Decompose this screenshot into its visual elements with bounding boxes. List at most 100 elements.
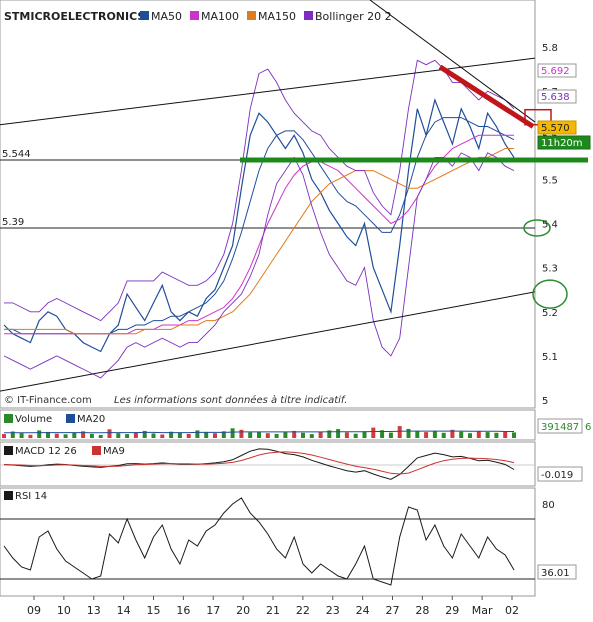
- rsi-value-tag: 36.01: [541, 568, 570, 579]
- volume-bar-25: [221, 431, 226, 438]
- rsi-legend-swatch: [4, 491, 13, 500]
- vol-legend-label-1: MA20: [77, 414, 105, 425]
- volume-bar-5: [46, 431, 50, 438]
- legend-label-2: MA150: [258, 10, 296, 23]
- rsi-y-tick-0: 80: [542, 500, 555, 511]
- x-axis: 09 10 13 14 15 16 17 20 21 22 23 24 27 28 29 Mar 02: [27, 596, 519, 617]
- volume-bar-56: [494, 432, 499, 438]
- price-legend: MA50 MA100 MA150 Bollinger 20 2: [140, 10, 392, 23]
- volume-bar-9: [81, 431, 86, 438]
- macd-legend-swatch-1: [92, 446, 101, 455]
- x-tick-0: 09: [27, 604, 41, 617]
- macd-panel-frame: [0, 441, 536, 487]
- volume-bar-31: [274, 433, 279, 438]
- x-tick-7: 20: [236, 604, 250, 617]
- volume-bar-21: [186, 433, 191, 438]
- y-tick-3: 5.5: [542, 175, 558, 186]
- volume-bar-30: [265, 433, 270, 438]
- macd-legend-label-0: MACD 12 26: [15, 446, 77, 457]
- volume-bar-55: [485, 432, 490, 438]
- macd-line-0: [3, 448, 515, 480]
- x-tick-15: Mar: [472, 604, 493, 617]
- level-label-0: 5.544: [2, 149, 31, 160]
- level-label-1: 5.39: [2, 217, 24, 228]
- volume-bar-44: [388, 432, 393, 438]
- volume-bar-40: [353, 433, 358, 438]
- volume-bar-50: [441, 432, 446, 438]
- macd-panel: MACD 12 26 MA9 -0.019: [0, 441, 583, 487]
- volume-bar-37: [327, 430, 332, 438]
- value-tag-bg-3: [537, 135, 591, 150]
- volume-bar-52: [459, 431, 464, 438]
- rsi-legend: RSI 14: [4, 491, 47, 502]
- x-tick-11: 24: [356, 604, 370, 617]
- volume-bar-46: [406, 428, 411, 438]
- x-tick-8: 21: [266, 604, 280, 617]
- value-tag-bg-2: [537, 120, 577, 135]
- legend-swatch-0: [140, 11, 149, 20]
- macd-series: [0, 448, 535, 480]
- volume-bar-6: [54, 433, 59, 438]
- volume-bars: [2, 426, 516, 439]
- footer-copyright: © IT-Finance.com: [4, 395, 92, 406]
- x-tick-1: 10: [57, 604, 71, 617]
- volume-bar-18: [160, 434, 165, 438]
- volume-value-tag-overflow: 6: [585, 422, 591, 433]
- y-tick-7: 5.1: [542, 352, 558, 363]
- volume-bar-57: [503, 431, 508, 438]
- legend-label-0: MA50: [151, 10, 182, 23]
- volume-bar-41: [362, 431, 367, 438]
- value-tag-2: 5.570: [541, 123, 570, 134]
- circle-5-39: [523, 219, 551, 237]
- rsi-panel-frame: [0, 487, 536, 597]
- volume-bar-24: [213, 433, 217, 438]
- volume-bar-28: [248, 432, 253, 438]
- rsi-series: [0, 497, 535, 586]
- price-annotations: [0, 0, 588, 392]
- volume-bar-36: [318, 431, 323, 438]
- x-tick-5: 16: [176, 604, 190, 617]
- volume-bar-2: [19, 433, 24, 438]
- x-tick-2: 13: [87, 604, 101, 617]
- volume-bar-1: [10, 431, 15, 438]
- volume-bar-26: [230, 428, 235, 439]
- volume-bar-47: [415, 431, 420, 438]
- price-panel: STMICROELECTRONICS MA50 MA100 MA150 Bolling…: [0, 0, 591, 409]
- y-tick-4: 5.4: [542, 220, 558, 231]
- macd-value-tag-bg: [537, 466, 583, 482]
- x-tick-10: 23: [326, 604, 340, 617]
- vol-legend-swatch-1: [66, 414, 75, 423]
- legend-label-3: Bollinger 20 2: [315, 10, 392, 23]
- price-value-tags: 5.692 5.638 5.570 11h20m: [537, 63, 591, 150]
- legend-swatch-3: [304, 11, 313, 20]
- volume-bar-27: [239, 429, 244, 438]
- volume-bar-29: [257, 431, 261, 438]
- rsi-value-tag-bg: [537, 564, 577, 580]
- price-panel-frame: [0, 0, 536, 409]
- x-tick-6: 17: [206, 604, 220, 617]
- chart-title: STMICROELECTRONICS: [4, 10, 145, 23]
- volume-bar-14: [125, 434, 130, 438]
- x-tick-3: 14: [117, 604, 131, 617]
- volume-bar-43: [380, 430, 385, 438]
- y-tick-0: 5.8: [542, 43, 558, 54]
- macd-value-tag: -0.019: [541, 470, 573, 481]
- x-tick-9: 22: [296, 604, 310, 617]
- volume-ma20: [4, 430, 514, 434]
- resistance-trendline: [438, 64, 535, 129]
- volume-bar-34: [301, 432, 305, 438]
- legend-swatch-2: [247, 11, 256, 20]
- volume-bar-7: [63, 434, 68, 438]
- volume-bar-16: [142, 430, 147, 438]
- volume-bar-39: [344, 432, 349, 438]
- x-tick-12: 27: [386, 604, 400, 617]
- vol-legend-swatch-0: [4, 414, 13, 423]
- volume-bar-23: [204, 431, 209, 438]
- volume-bar-10: [89, 433, 94, 438]
- volume-panel: Volume MA20 391487 6: [0, 409, 591, 441]
- y-tick-5: 5.3: [542, 264, 558, 275]
- value-tag-bg-1: [537, 89, 577, 104]
- volume-bar-22: [195, 430, 200, 438]
- macd-legend: MACD 12 26 MA9: [4, 446, 125, 457]
